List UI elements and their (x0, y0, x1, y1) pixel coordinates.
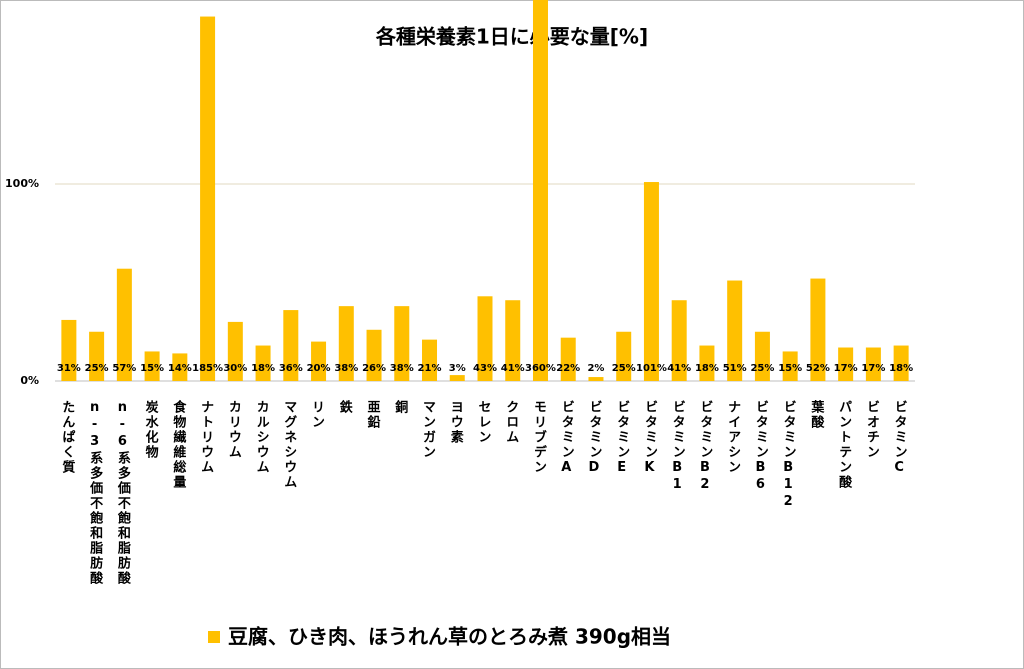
value-label: 18% (251, 363, 275, 374)
x-tick-label: 銅 (392, 399, 408, 415)
x-tick-label: n-3系多価不飽和脂肪酸 (87, 400, 104, 586)
value-label: 185% (192, 363, 223, 374)
value-label: 51% (723, 363, 747, 374)
value-label: 52% (806, 363, 830, 374)
x-tick-label: ビタミンB6 (753, 400, 769, 494)
x-tick-label: セレン (476, 400, 492, 445)
bar (699, 345, 715, 381)
chart-title: 各種栄養素1日に必要な量[%] (375, 25, 648, 49)
x-tick-label: 鉄 (337, 399, 353, 415)
x-tick-label: マグネシウム (281, 400, 297, 490)
x-tick-label: ビタミンD (586, 400, 602, 477)
bar (172, 353, 188, 381)
x-tick-label: ビタミンC (892, 400, 908, 477)
value-label: 3% (449, 363, 466, 374)
x-tick-label: ビタミンA (559, 400, 575, 477)
bar (643, 182, 659, 381)
x-tick-label: ヨウ素 (448, 400, 464, 445)
value-label: 360% (525, 363, 556, 374)
value-label: 2% (587, 363, 604, 374)
value-label: 41% (501, 363, 525, 374)
x-tick-label: たんぱく質 (59, 400, 75, 475)
bar (477, 296, 493, 381)
x-tick-label: ビタミンB1 (670, 400, 686, 494)
x-tick-label: ナイアシン (725, 400, 741, 475)
bar (311, 341, 327, 381)
value-label: 30% (223, 363, 247, 374)
value-label: 15% (778, 363, 802, 374)
value-label: 22% (556, 363, 580, 374)
bar (893, 345, 909, 381)
bar (422, 339, 438, 381)
bar (810, 278, 826, 381)
bar (671, 300, 687, 381)
bar (754, 331, 770, 381)
bar (782, 351, 798, 381)
value-label: 14% (168, 363, 192, 374)
bar (144, 351, 160, 381)
value-label: 41% (667, 363, 691, 374)
x-tick-label: 亜鉛 (365, 400, 381, 430)
value-label: 26% (362, 363, 386, 374)
bar (505, 300, 521, 381)
value-label: 38% (390, 363, 414, 374)
x-tick-label: 食物繊維総量 (170, 399, 186, 490)
bar (727, 280, 743, 381)
bar (89, 331, 105, 381)
bar (560, 337, 576, 381)
value-label: 18% (889, 363, 913, 374)
y-tick-label: 0% (20, 374, 39, 387)
value-label: 25% (612, 363, 636, 374)
bar (394, 306, 410, 381)
x-tick-label: ビタミンB12 (781, 400, 797, 511)
x-tick-label: 葉酸 (808, 399, 825, 430)
legend-label: 豆腐、ひき肉、ほうれん草のとろみ煮 390g相当 (228, 625, 671, 649)
bar (116, 268, 132, 381)
value-label: 43% (473, 363, 497, 374)
value-label: 57% (112, 363, 136, 374)
x-tick-label: ビタミンE (614, 400, 630, 477)
x-tick-label: パントテン酸 (836, 400, 852, 490)
x-tick-label: カルシウム (254, 400, 270, 475)
bar (61, 319, 77, 381)
bar (255, 345, 271, 381)
x-tick-label: ビタミンK (642, 400, 658, 477)
value-label: 21% (418, 363, 442, 374)
bar (449, 375, 465, 381)
bar (532, 0, 548, 381)
x-tick-label: ビオチン (864, 400, 880, 460)
value-label: 101% (636, 363, 667, 374)
x-tick-label: モリブデン (531, 400, 546, 475)
bar (227, 321, 243, 381)
x-tick-label: 炭水化物 (143, 399, 159, 460)
x-tick-label: クロム (503, 400, 519, 445)
value-label: 15% (140, 363, 164, 374)
x-tick-label: カリウム (226, 400, 242, 460)
value-label: 17% (834, 363, 858, 374)
bar (283, 310, 299, 381)
bar (616, 331, 632, 381)
value-label: 18% (695, 363, 719, 374)
bar (338, 306, 354, 381)
x-tick-label: リン (309, 400, 324, 430)
bar (200, 16, 216, 381)
x-tick-label: ビタミンB2 (697, 400, 713, 494)
x-tick-label: ナトリウム (198, 400, 214, 475)
legend-swatch (208, 631, 220, 643)
x-tick-label: n-6系多価不飽和脂肪酸 (115, 400, 131, 586)
value-label: 25% (85, 363, 109, 374)
value-label: 17% (861, 363, 885, 374)
value-label: 38% (334, 363, 358, 374)
value-label: 36% (279, 363, 303, 374)
x-tick-label: マンガン (420, 400, 436, 460)
value-label: 31% (57, 363, 81, 374)
bar (838, 347, 854, 381)
value-label: 25% (750, 363, 774, 374)
y-tick-label: 100% (5, 177, 39, 190)
bar (865, 347, 881, 381)
bar (366, 329, 382, 381)
bar (588, 377, 604, 381)
value-label: 20% (307, 363, 331, 374)
